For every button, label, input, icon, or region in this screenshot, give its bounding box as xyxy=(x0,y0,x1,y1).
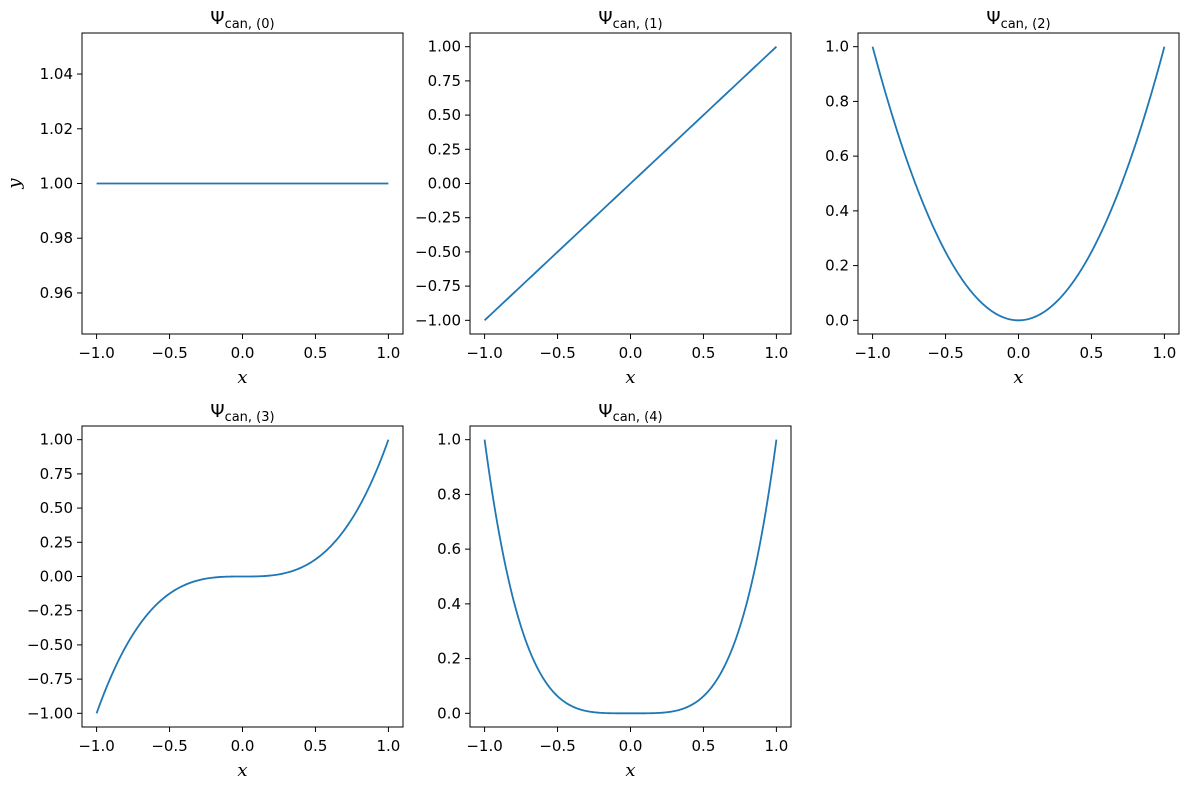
series-line-3-0 xyxy=(95,439,390,714)
y-tick-label-3-4: 0.00 xyxy=(40,568,73,586)
subplot-0: −1.0 −0.5 0.0 0.5 1.0 0.96 0.98 1.00 1.02 1.04 x y Ψ… xyxy=(4,8,404,388)
y-tick-label-0-2: 1.00 xyxy=(40,175,73,193)
subplot-title-3: Ψcan, (3) xyxy=(210,401,274,425)
subplot-title-1: Ψcan, (1) xyxy=(598,8,662,32)
x-tick-label-4-1: −0.5 xyxy=(539,737,575,755)
title-subscript-4: can, (4) xyxy=(613,410,663,425)
title-subscript-3: can, (3) xyxy=(225,410,275,425)
y-tick-label-3-7: 0.75 xyxy=(40,465,73,483)
subplot-title-0: Ψcan, (0) xyxy=(210,8,274,32)
y-tick-label-3-2: −0.50 xyxy=(27,636,73,654)
x-tick-label-2-4: 1.0 xyxy=(1152,344,1176,362)
y-tick-label-1-2: −0.50 xyxy=(415,243,461,261)
y-tick-label-2-1: 0.2 xyxy=(825,257,849,275)
subplot-4: −1.0 −0.5 0.0 0.5 1.0 0.0 0.2 0.4 0.6 0.8 1.0 x Ψcan… xyxy=(437,401,792,781)
x-tick-label-4-3: 0.5 xyxy=(692,737,716,755)
x-tick-label-0-0: −1.0 xyxy=(78,344,114,362)
series-line-2-0 xyxy=(871,46,1166,322)
y-tick-label-3-3: −0.25 xyxy=(27,602,73,620)
title-subscript-2: can, (2) xyxy=(1001,17,1051,32)
y-tick-label-4-1: 0.2 xyxy=(437,650,461,668)
x-tick-label-3-0: −1.0 xyxy=(78,737,114,755)
x-tick-label-1-4: 1.0 xyxy=(764,344,788,362)
series-line-1-0 xyxy=(483,46,778,321)
y-tick-label-3-8: 1.00 xyxy=(40,431,73,449)
x-tick-label-3-4: 1.0 xyxy=(376,737,400,755)
x-tick-label-1-2: 0.0 xyxy=(619,344,643,362)
y-tick-label-0-3: 1.02 xyxy=(40,120,73,138)
x-axis-label-1: x xyxy=(625,367,635,388)
x-axis-label-4: x xyxy=(625,760,635,781)
y-tick-label-3-6: 0.50 xyxy=(40,499,73,517)
y-tick-label-2-2: 0.4 xyxy=(825,202,849,220)
y-tick-label-1-7: 0.75 xyxy=(428,72,461,90)
subplot-3: −1.0 −0.5 0.0 0.5 1.0 −1.00 −0.75 −0.50 −0.25 0.0… xyxy=(27,401,404,781)
y-tick-label-1-1: −0.75 xyxy=(415,277,461,295)
subplot-title-2: Ψcan, (2) xyxy=(986,8,1050,32)
axes-frame-2 xyxy=(857,32,1180,335)
x-tick-label-0-3: 0.5 xyxy=(304,344,328,362)
x-axis-label-2: x xyxy=(1013,367,1023,388)
x-tick-label-4-4: 1.0 xyxy=(764,737,788,755)
x-tick-label-3-2: 0.0 xyxy=(231,737,255,755)
x-tick-label-1-3: 0.5 xyxy=(692,344,716,362)
y-tick-label-2-5: 1.0 xyxy=(825,38,849,56)
y-tick-label-4-0: 0.0 xyxy=(437,704,461,722)
y-tick-label-0-4: 1.04 xyxy=(40,65,73,83)
x-tick-label-1-0: −1.0 xyxy=(466,344,502,362)
y-tick-label-3-1: −0.75 xyxy=(27,670,73,688)
subplot-1: −1.0 −0.5 0.0 0.5 1.0 −1.00 −0.75 −0.50 −0.25 0.0… xyxy=(415,8,792,388)
x-tick-label-4-0: −1.0 xyxy=(466,737,502,755)
y-tick-label-1-5: 0.25 xyxy=(428,140,461,158)
x-axis-label-0: x xyxy=(237,367,247,388)
series-line-4-0 xyxy=(483,439,778,715)
x-tick-label-1-1: −0.5 xyxy=(539,344,575,362)
axes-frame-4 xyxy=(469,425,792,728)
title-base-2: Ψ xyxy=(986,8,1000,29)
x-tick-label-2-1: −0.5 xyxy=(927,344,963,362)
title-base-0: Ψ xyxy=(210,8,224,29)
x-tick-label-0-2: 0.0 xyxy=(231,344,255,362)
y-tick-label-4-4: 0.8 xyxy=(437,485,461,503)
x-tick-label-0-1: −0.5 xyxy=(151,344,187,362)
title-subscript-0: can, (0) xyxy=(225,17,275,32)
y-tick-label-2-4: 0.8 xyxy=(825,92,849,110)
title-base-4: Ψ xyxy=(598,401,612,422)
x-tick-label-4-2: 0.0 xyxy=(619,737,643,755)
title-subscript-1: can, (1) xyxy=(613,17,663,32)
y-tick-label-1-6: 0.50 xyxy=(428,106,461,124)
x-tick-label-2-0: −1.0 xyxy=(854,344,890,362)
y-tick-label-1-3: −0.25 xyxy=(415,209,461,227)
y-axis-label-0: y xyxy=(4,178,25,190)
x-tick-label-3-1: −0.5 xyxy=(151,737,187,755)
y-tick-label-2-0: 0.0 xyxy=(825,311,849,329)
y-tick-label-4-2: 0.4 xyxy=(437,595,461,613)
y-tick-label-4-3: 0.6 xyxy=(437,540,461,558)
title-base-1: Ψ xyxy=(598,8,612,29)
y-tick-label-3-0: −1.00 xyxy=(27,704,73,722)
y-tick-label-2-3: 0.6 xyxy=(825,147,849,165)
y-tick-label-4-5: 1.0 xyxy=(437,431,461,449)
x-axis-label-3: x xyxy=(237,760,247,781)
subplot-2: −1.0 −0.5 0.0 0.5 1.0 0.0 0.2 0.4 0.6 0.8 1.0 x Ψcan… xyxy=(825,8,1180,388)
y-tick-label-0-1: 0.98 xyxy=(40,229,73,247)
x-tick-label-2-3: 0.5 xyxy=(1080,344,1104,362)
x-tick-label-2-2: 0.0 xyxy=(1007,344,1031,362)
y-tick-label-1-8: 1.00 xyxy=(428,38,461,56)
y-tick-label-0-0: 0.96 xyxy=(40,284,73,302)
x-tick-label-3-3: 0.5 xyxy=(304,737,328,755)
y-tick-label-1-4: 0.00 xyxy=(428,175,461,193)
x-tick-label-0-4: 1.0 xyxy=(376,344,400,362)
subplot-title-4: Ψcan, (4) xyxy=(598,401,662,425)
y-tick-label-1-0: −1.00 xyxy=(415,311,461,329)
title-base-3: Ψ xyxy=(210,401,224,422)
y-tick-label-3-5: 0.25 xyxy=(40,533,73,551)
